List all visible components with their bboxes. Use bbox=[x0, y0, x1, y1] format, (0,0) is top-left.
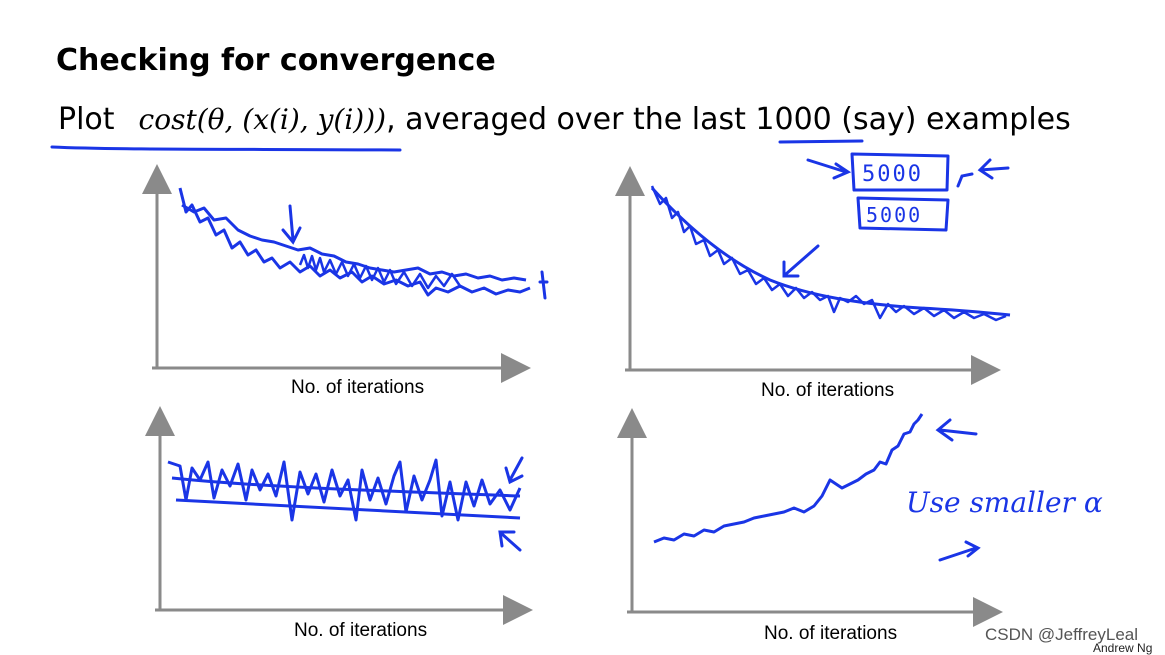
underline-plot-formula bbox=[50, 145, 402, 152]
slide-title: Checking for convergence bbox=[56, 43, 496, 78]
plot-2 bbox=[615, 166, 1011, 385]
annotation-note-arrow bbox=[938, 540, 981, 562]
plot-1-arrow bbox=[281, 204, 302, 245]
plot-4 bbox=[617, 408, 1003, 627]
cost-formula: cost(θ, (x(i), y(i))) bbox=[138, 103, 387, 136]
plot-3-curve-flat-b bbox=[175, 498, 521, 520]
plot-1 bbox=[142, 164, 549, 383]
plot-4-curve-diverging bbox=[653, 413, 924, 544]
plot-3-arrow-bottom bbox=[498, 530, 522, 552]
annotation-box-1-text: 5000 bbox=[862, 162, 923, 187]
annotation-hook bbox=[956, 172, 974, 188]
author-footer: Andrew Ng bbox=[1093, 641, 1153, 655]
annotation-note-text: Use smaller α bbox=[906, 486, 1103, 519]
plot-3 bbox=[145, 406, 533, 625]
plot-3-xlabel: No. of iterations bbox=[294, 620, 428, 641]
plot-2-xlabel: No. of iterations bbox=[761, 380, 895, 401]
plot-4-arrow bbox=[935, 418, 978, 442]
annotation-box-2-outline bbox=[856, 196, 950, 232]
plot-4-xlabel: No. of iterations bbox=[764, 623, 898, 644]
plot-2-curve-smooth bbox=[650, 186, 1011, 317]
plot-1-xlabel: No. of iterations bbox=[291, 377, 425, 398]
plot-3-curve-flat-a bbox=[171, 476, 521, 498]
annotation-use-smaller-alpha: Use smaller α bbox=[906, 486, 1103, 562]
plot-2-curve-noisy bbox=[650, 185, 1007, 322]
annotation-box-1-outline bbox=[850, 152, 950, 192]
subtitle-suffix: , averaged over the last 1000 (say) exam… bbox=[386, 102, 1071, 137]
underline-1000 bbox=[778, 139, 864, 144]
annotation-box-2-text: 5000 bbox=[866, 203, 922, 227]
plot-2-arrow bbox=[782, 244, 820, 278]
plot-1-curve-b bbox=[181, 203, 527, 282]
plot-3-arrow-top bbox=[504, 456, 524, 485]
plot-1-noise bbox=[298, 253, 462, 290]
annotation-left-arrow bbox=[806, 158, 852, 180]
slide-subtitle: Plot cost(θ, (x(i), y(i))), averaged over… bbox=[58, 102, 1071, 137]
annotation-right-arrow bbox=[977, 158, 1010, 180]
subtitle-prefix: Plot bbox=[58, 102, 115, 137]
plot-1-bracket bbox=[538, 270, 549, 300]
annotation-5000: 5000 5000 bbox=[806, 152, 1010, 232]
csdn-watermark: CSDN @JeffreyLeal bbox=[985, 625, 1138, 644]
